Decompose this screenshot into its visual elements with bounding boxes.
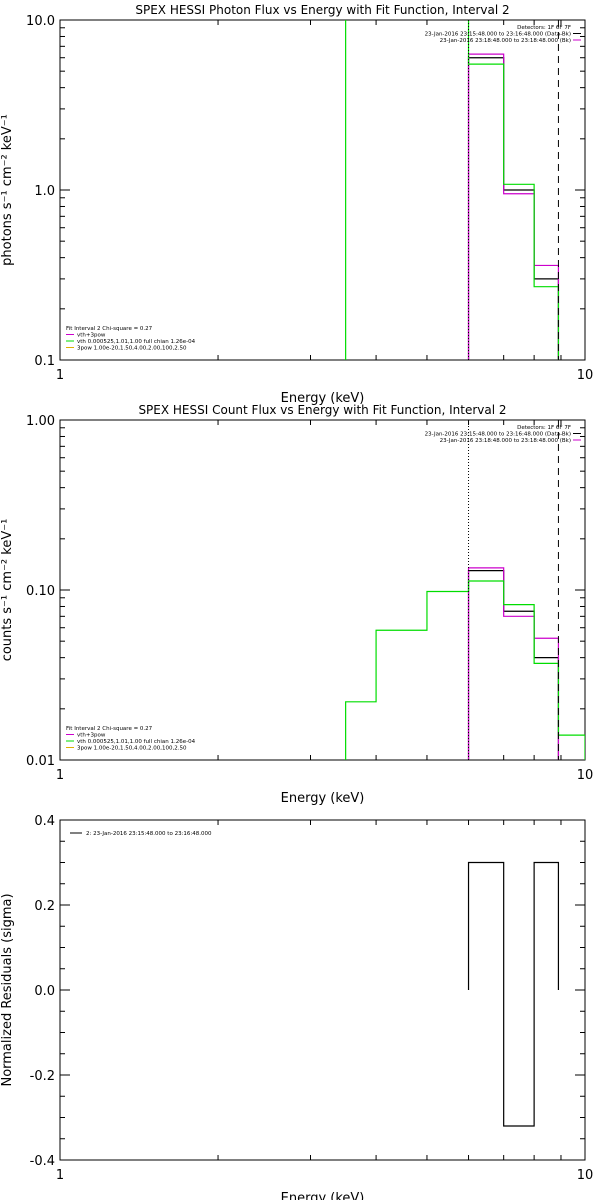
panel-1: SPEX HESSI Photon Flux vs Energy with Fi… (0, 3, 594, 406)
legend-entry: vth+3pow (77, 333, 106, 339)
detector-info-text: 23-Jan-2016 23:15:48.000 to 23:16:48.000… (425, 432, 571, 438)
plot-data (345, 20, 560, 360)
y-tick-label: 0.10 (26, 584, 55, 599)
detector-info-text: 23-Jan-2016 23:15:48.000 to 23:16:48.000… (425, 32, 571, 38)
x-tick-label: 1 (56, 1168, 64, 1183)
y-axis-label: photons s⁻¹ cm⁻² keV⁻¹ (0, 114, 15, 266)
legend-entry: 3pow 1.00e-20,1.50,4.00,2.00,100,2.50 (77, 746, 187, 752)
y-tick-label: -0.4 (30, 1154, 55, 1169)
y-tick-label: 1.0 (34, 184, 55, 199)
y-axis-label: Normalized Residuals (sigma) (0, 893, 15, 1086)
series-1-histogram (467, 570, 560, 760)
panel-3: 1 10 -0.4 -0.2 0.0 0.2 0.4 Energy (keV) Normaliz… (0, 814, 593, 1200)
chart-title: SPEX HESSI Photon Flux vs Energy with Fi… (135, 3, 509, 17)
plot-data (345, 420, 585, 760)
legend-entry: 3pow 1.00e-20,1.50,4.00,2.00,100,2.50 (77, 346, 187, 352)
y-tick-label: 1.00 (26, 414, 55, 429)
legend-entry: vth+3pow (77, 733, 106, 739)
detector-info-text: 23-Jan-2016 23:18:48.000 to 23:18:48.000… (440, 38, 571, 44)
y-tick-label: 0.0 (34, 984, 55, 999)
plot-frame (59, 819, 586, 1161)
detector-info-text: 23-Jan-2016 23:18:48.000 to 23:18:48.000… (440, 438, 571, 444)
legend-entry: Fit Interval 2 Chi-square = 0.27 (66, 326, 153, 332)
y-axis-label: counts s⁻¹ cm⁻² keV⁻¹ (0, 519, 15, 662)
series-3-histogram (345, 580, 585, 760)
y-tick-label: 0.2 (34, 899, 55, 914)
legend-entry: 2: 23-Jan-2016 23:15:48.000 to 23:16:48.… (86, 831, 212, 837)
x-tick-label: 1 (56, 368, 64, 383)
legend-entry: vth 0.000525,1.01,1.00 full chian 1.26e-… (77, 739, 196, 745)
x-axis-label: Energy (keV) (281, 391, 365, 406)
series-2-histogram (467, 53, 560, 360)
y-tick-label: 0.4 (34, 814, 55, 829)
x-tick-label: 1 (56, 768, 64, 783)
y-tick-label: -0.2 (30, 1069, 55, 1084)
y-tick-label: 10.0 (26, 14, 55, 29)
detector-info-text: Detectors: 1F 6F 7F (517, 25, 571, 31)
y-tick-label: 0.1 (34, 354, 55, 369)
x-tick-label: 10 (577, 1168, 594, 1183)
x-tick-label: 10 (577, 768, 594, 783)
y-tick-label: 0.01 (26, 754, 55, 769)
panel-2: SPEX HESSI Count Flux vs Energy with Fit… (0, 403, 593, 806)
series-3-histogram (345, 20, 560, 360)
detector-info-text: Detectors: 1F 6F 7F (517, 425, 571, 431)
plot-data (467, 861, 560, 1127)
x-axis-label: Energy (keV) (281, 791, 365, 806)
series-1-histogram (467, 57, 560, 360)
chart-title: SPEX HESSI Count Flux vs Energy with Fit… (138, 403, 506, 417)
series-2-histogram (467, 567, 560, 760)
x-tick-label: 10 (577, 368, 594, 383)
x-axis-label: Energy (keV) (281, 1191, 365, 1200)
series-1-histogram (467, 861, 560, 1127)
plot-frame (59, 419, 586, 761)
legend-entry: vth 0.000525,1.01,1.00 full chian 1.26e-… (77, 339, 196, 345)
legend-entry: Fit Interval 2 Chi-square = 0.27 (66, 726, 153, 732)
